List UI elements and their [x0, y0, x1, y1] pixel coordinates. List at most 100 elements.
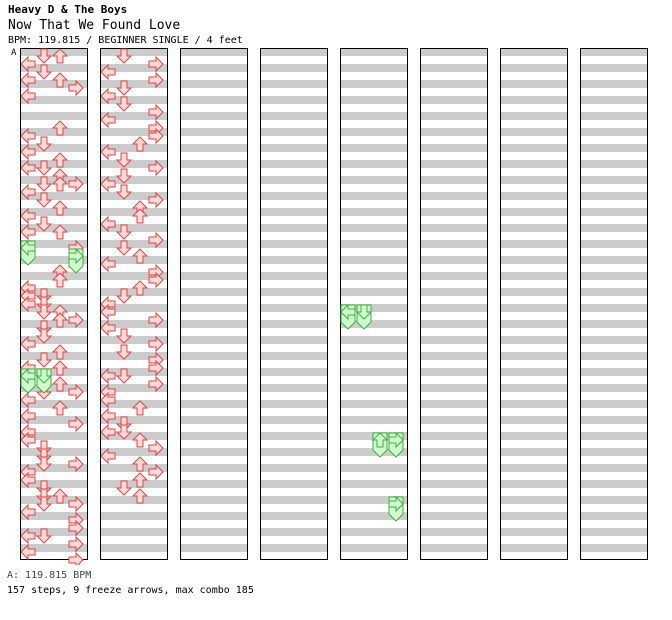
beat-band [580, 432, 648, 440]
step-chart [20, 48, 648, 565]
beat-band [420, 448, 488, 456]
beat-band [340, 416, 408, 424]
beat-band [340, 128, 408, 136]
left-arrow-icon [100, 143, 116, 161]
beat-band [260, 448, 328, 456]
beat-band [500, 480, 568, 488]
beat-band [260, 48, 328, 56]
up-arrow-icon [131, 248, 149, 264]
beat-band [500, 496, 568, 504]
beat-band [580, 528, 648, 536]
freeze-arrow-icon [371, 432, 389, 458]
beat-band [340, 288, 408, 296]
beat-band [420, 368, 488, 376]
right-arrow-icon [68, 519, 84, 537]
beat-band [260, 544, 328, 552]
beat-band [100, 256, 168, 264]
beat-band [180, 224, 248, 232]
beat-band [420, 160, 488, 168]
chart-column [340, 48, 408, 560]
beat-band [20, 464, 88, 472]
beat-band [100, 48, 168, 56]
beat-band [260, 272, 328, 280]
beat-band [100, 128, 168, 136]
down-arrow-icon [115, 344, 133, 360]
beat-band [340, 512, 408, 520]
beat-band [180, 320, 248, 328]
beat-band [340, 112, 408, 120]
beat-band [260, 368, 328, 376]
beat-band [20, 448, 88, 456]
beat-band [180, 112, 248, 120]
left-arrow-icon [20, 543, 36, 561]
left-arrow-icon [20, 55, 36, 73]
beat-band [20, 544, 88, 552]
beat-band [500, 272, 568, 280]
beat-band [180, 464, 248, 472]
down-arrow-icon [115, 168, 133, 184]
beat-band [340, 256, 408, 264]
beat-band [260, 160, 328, 168]
left-arrow-icon [20, 87, 36, 105]
beat-band [340, 496, 408, 504]
beat-band [340, 144, 408, 152]
beat-band [20, 384, 88, 392]
beat-band [580, 144, 648, 152]
bpm-legend: A: 119.815 BPM [7, 570, 92, 581]
up-arrow-icon [51, 376, 69, 392]
down-arrow-icon [35, 496, 53, 512]
beat-band [500, 208, 568, 216]
beat-band [580, 336, 648, 344]
beat-band [20, 176, 88, 184]
right-arrow-icon [68, 311, 84, 329]
beat-band [420, 384, 488, 392]
right-arrow-icon [68, 175, 84, 193]
left-arrow-icon [20, 407, 36, 425]
up-arrow-icon [131, 432, 149, 448]
left-arrow-icon [100, 255, 116, 273]
beat-band [340, 240, 408, 248]
down-arrow-icon [115, 224, 133, 240]
right-arrow-icon [68, 79, 84, 97]
right-arrow-icon [148, 71, 164, 89]
left-arrow-icon [100, 175, 116, 193]
right-arrow-icon [68, 551, 84, 565]
beat-band [260, 240, 328, 248]
beat-band [500, 160, 568, 168]
beat-band [260, 64, 328, 72]
right-arrow-icon [68, 383, 84, 401]
beat-band [420, 512, 488, 520]
beat-band [420, 96, 488, 104]
left-arrow-icon [20, 527, 36, 545]
beat-band [260, 496, 328, 504]
down-arrow-icon [35, 136, 53, 152]
right-arrow-icon [148, 311, 164, 329]
chart-column [420, 48, 488, 560]
beat-band [180, 352, 248, 360]
beat-band [100, 464, 168, 472]
beat-band [260, 416, 328, 424]
beat-band [100, 160, 168, 168]
beat-band [500, 288, 568, 296]
beat-band [580, 384, 648, 392]
beat-band [180, 288, 248, 296]
right-arrow-icon [148, 103, 164, 121]
up-arrow-icon [51, 72, 69, 88]
beat-band [500, 512, 568, 520]
beat-band [260, 144, 328, 152]
beat-band [420, 112, 488, 120]
beat-band [100, 80, 168, 88]
beat-band [260, 112, 328, 120]
beat-band [100, 448, 168, 456]
beat-band [100, 368, 168, 376]
beat-band [500, 416, 568, 424]
freeze-arrow-icon [20, 239, 36, 266]
beat-band [580, 544, 648, 552]
beat-band [20, 480, 88, 488]
beat-band [100, 240, 168, 248]
right-arrow-icon [148, 271, 164, 289]
beat-band [20, 192, 88, 200]
beat-band [100, 400, 168, 408]
beat-band [340, 80, 408, 88]
beat-band [580, 208, 648, 216]
